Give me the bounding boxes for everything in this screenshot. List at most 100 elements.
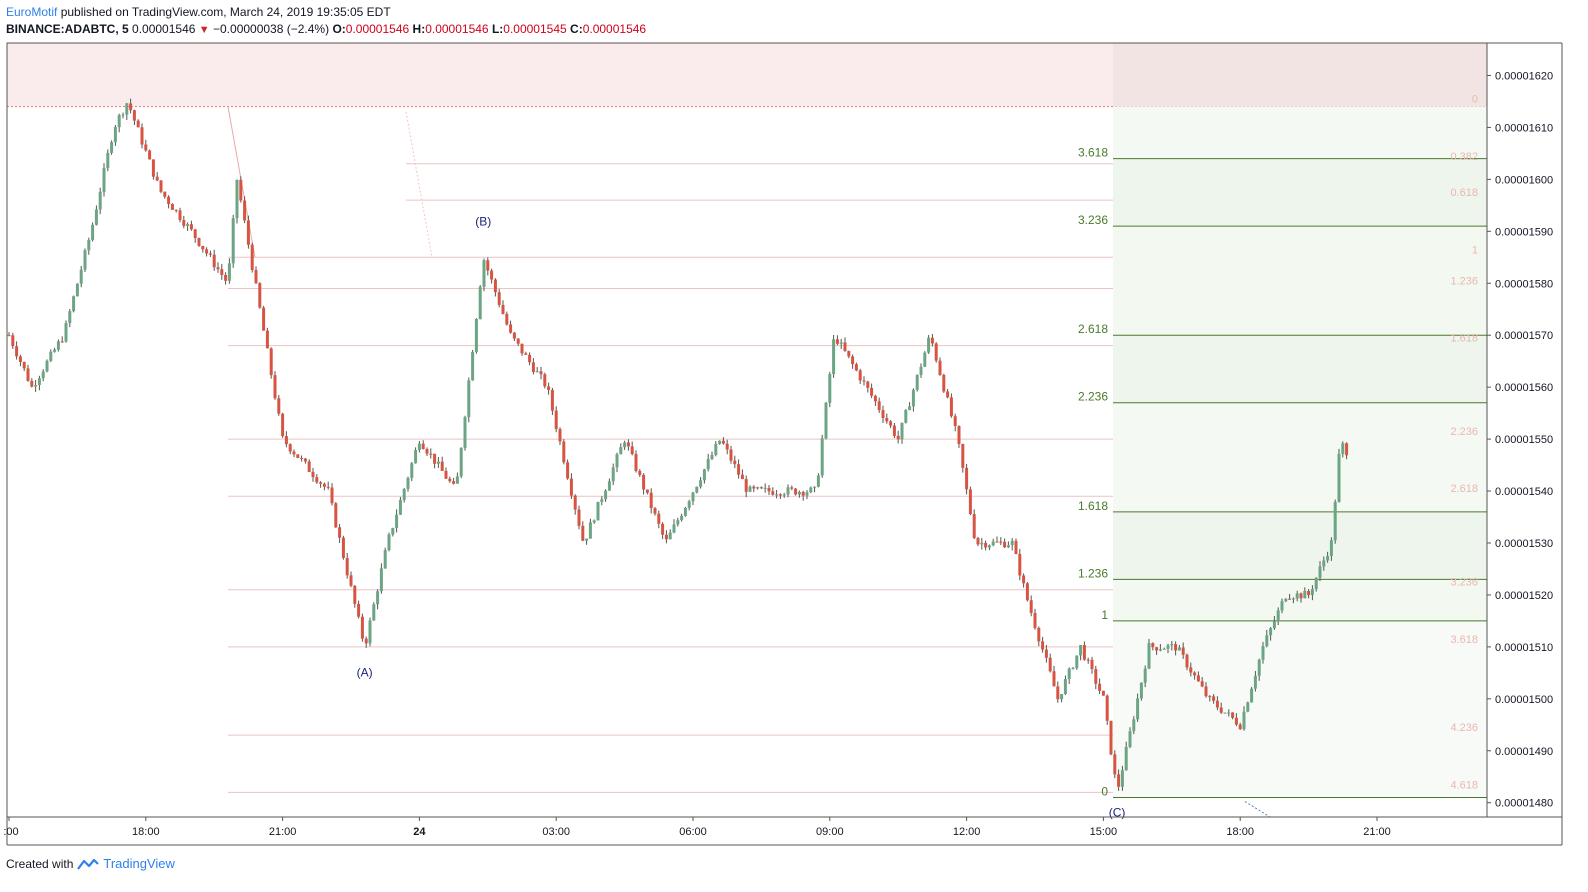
candle-body <box>968 489 972 515</box>
candle-body <box>630 446 634 455</box>
candle-body <box>1170 644 1174 646</box>
candle-body <box>843 342 847 351</box>
candle <box>653 506 657 516</box>
fib-extension-zone <box>1113 511 1487 580</box>
author-link[interactable]: EuroMotif <box>6 5 58 19</box>
candle <box>638 469 642 477</box>
candle <box>463 415 467 451</box>
candle-body <box>193 229 197 238</box>
candle-body <box>942 374 946 392</box>
candle-body <box>1326 556 1330 561</box>
candle <box>626 439 630 451</box>
candle <box>634 450 638 473</box>
candle-body <box>307 461 311 472</box>
candle-body <box>94 209 98 225</box>
y-axis-tick-label: 0.00001620 <box>1495 70 1553 82</box>
candle <box>140 123 144 149</box>
candle-body <box>292 451 296 455</box>
candle-body <box>330 487 334 504</box>
candle <box>687 499 691 511</box>
candle <box>1215 696 1219 711</box>
candle <box>908 402 912 411</box>
candle <box>828 371 832 408</box>
wave-label: (B) <box>475 214 491 228</box>
candle-body <box>136 120 140 128</box>
candle <box>360 613 364 642</box>
candle <box>440 456 444 472</box>
candle <box>577 505 581 530</box>
candle <box>307 459 311 473</box>
candle-body <box>1212 696 1216 701</box>
candle-body <box>767 487 771 492</box>
candle-body <box>1333 501 1337 541</box>
candle <box>220 263 224 280</box>
candle-body <box>1189 667 1193 673</box>
candle-body <box>813 486 817 488</box>
high-value: 0.00001546 <box>425 22 489 36</box>
candle-body <box>1075 655 1079 669</box>
candle-body <box>151 159 155 177</box>
candle <box>1326 551 1330 563</box>
candle <box>889 420 893 429</box>
candle-body <box>866 381 870 388</box>
candle <box>7 332 11 337</box>
candle <box>459 447 463 479</box>
candle-body <box>1250 688 1254 703</box>
candle-body <box>505 313 509 325</box>
candle <box>235 179 239 224</box>
candle <box>45 359 49 373</box>
candle-body <box>566 462 570 479</box>
candle-body <box>326 486 330 488</box>
candle <box>1132 716 1136 735</box>
candle <box>113 124 117 146</box>
fib-extension-zone <box>1113 579 1487 621</box>
tradingview-brand[interactable]: TradingView <box>103 856 175 871</box>
candle-body <box>265 330 269 349</box>
candle <box>619 443 623 455</box>
wave-label: (C) <box>1109 806 1126 820</box>
candle <box>1219 702 1223 714</box>
candle <box>1204 682 1208 698</box>
candle-body <box>885 417 889 422</box>
high-label: H: <box>412 22 426 36</box>
candle <box>189 220 193 231</box>
candle <box>642 473 646 495</box>
candle <box>1033 608 1037 630</box>
candle-body <box>976 537 980 545</box>
candle <box>1158 644 1162 652</box>
candle-body <box>474 318 478 352</box>
candle-body <box>668 532 672 540</box>
publish-info: EuroMotif published on TradingView.com, … <box>6 5 391 19</box>
candle-body <box>999 541 1003 543</box>
candle-body <box>661 523 665 535</box>
candle-body <box>699 480 703 487</box>
candle <box>471 349 475 381</box>
candle <box>91 222 95 242</box>
candle-body <box>965 467 969 490</box>
candle <box>946 389 950 399</box>
candle <box>569 473 573 499</box>
candle-body <box>34 385 38 387</box>
candle <box>444 467 448 480</box>
candle-body <box>573 495 577 510</box>
plot-area <box>7 43 1487 817</box>
candle <box>75 283 79 297</box>
candle <box>862 376 866 386</box>
candle <box>558 427 562 445</box>
candle <box>330 483 334 506</box>
candle-body <box>938 360 942 375</box>
candle <box>197 237 201 247</box>
candle-body <box>440 461 444 471</box>
candle-body <box>18 356 22 362</box>
candle <box>566 459 570 480</box>
candle <box>813 486 817 493</box>
candle-body <box>1128 731 1132 747</box>
candle-body <box>56 341 60 350</box>
candle-body <box>737 464 741 475</box>
candle <box>911 388 915 412</box>
candle <box>915 374 919 392</box>
candle-body <box>607 481 611 491</box>
candle-body <box>1288 598 1292 600</box>
fib-retracement-label: 4.618 <box>1450 779 1478 791</box>
